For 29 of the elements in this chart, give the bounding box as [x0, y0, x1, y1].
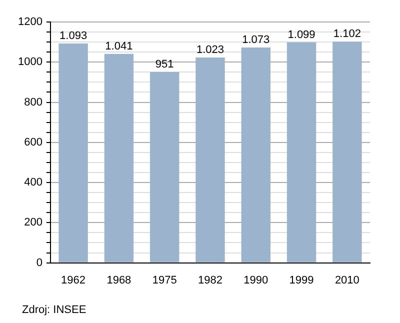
x-tick-label: 2010: [334, 274, 360, 286]
x-tick-label: 1990: [244, 274, 268, 286]
x-tick-label: 1999: [289, 274, 314, 286]
y-tick-label: 800: [24, 96, 42, 108]
y-tick-label: 400: [24, 176, 42, 189]
text: Zdroj: INSEE: [22, 304, 86, 316]
data-label: 1.093: [60, 30, 88, 42]
bar: [332, 42, 362, 262]
x-tick-label: 1982: [198, 274, 222, 286]
y-tick-label: 1000: [18, 56, 42, 68]
y-tick-label: 0: [36, 256, 42, 269]
bar: [150, 72, 180, 262]
data-label: 951: [155, 58, 174, 70]
x-tick-label: 1975: [152, 274, 177, 286]
bar: [58, 43, 88, 262]
bar: [286, 42, 316, 262]
data-label: 1.041: [105, 40, 133, 52]
data-label: 1.073: [242, 34, 270, 46]
y-tick-label: 600: [24, 136, 42, 148]
data-label: 1.023: [196, 44, 224, 56]
y-tick-label: 1200: [18, 16, 42, 28]
data-label: 1.102: [333, 28, 361, 40]
bar: [104, 54, 134, 262]
x-tick-label: 1968: [106, 274, 132, 286]
bar: [196, 58, 225, 262]
bar: [241, 47, 270, 262]
y-tick-label: 200: [24, 216, 42, 229]
data-label: 1.099: [288, 28, 316, 41]
x-tick-label: 1962: [61, 274, 86, 286]
